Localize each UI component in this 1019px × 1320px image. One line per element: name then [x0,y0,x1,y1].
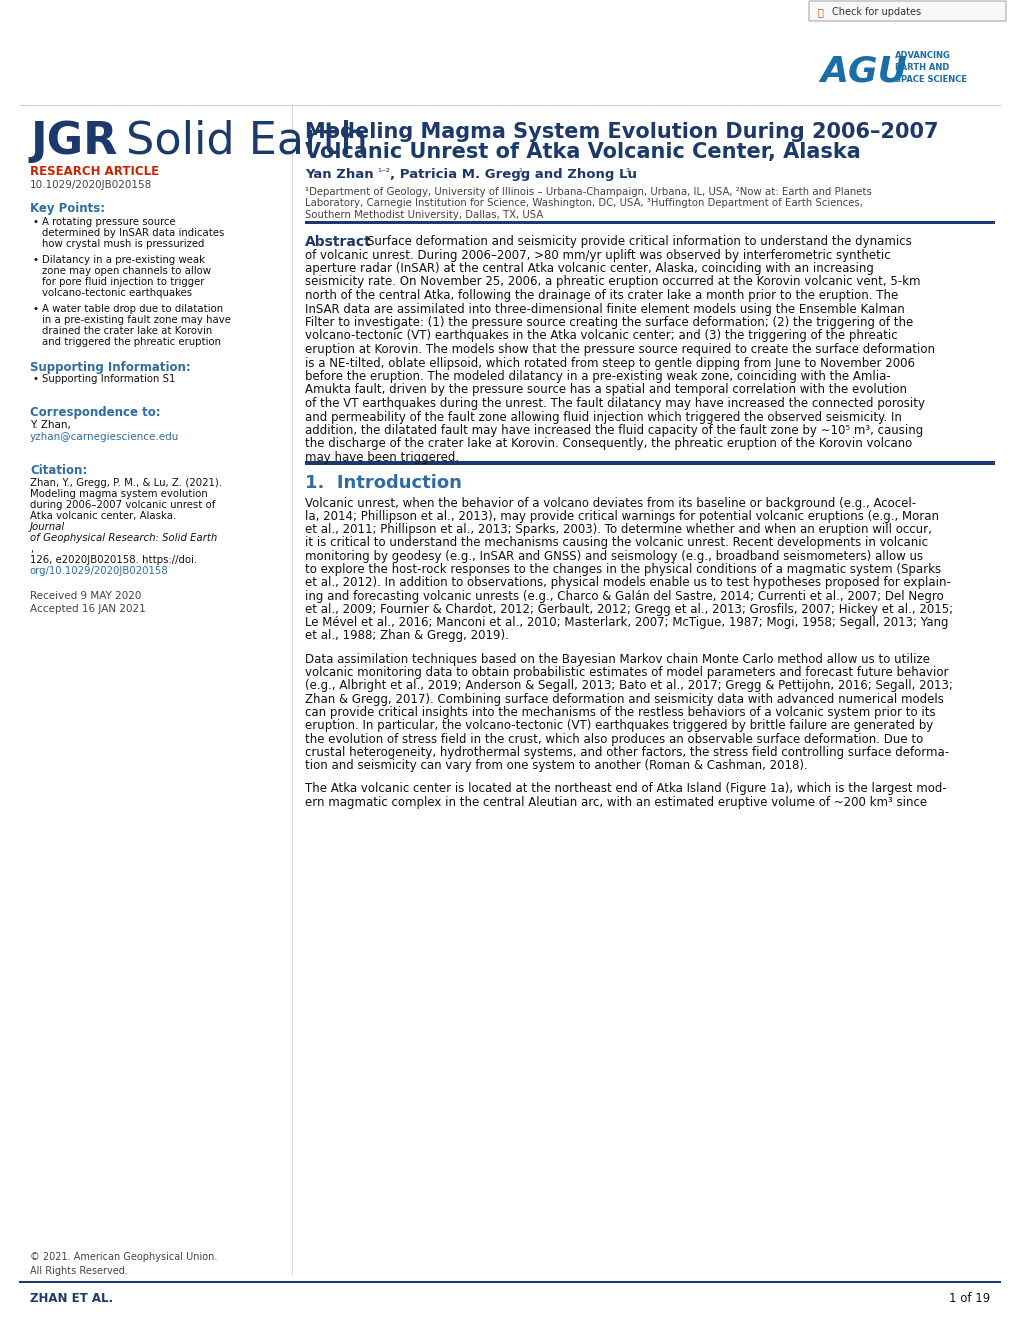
Text: Modeling Magma System Evolution During 2006–2007: Modeling Magma System Evolution During 2… [305,121,937,143]
Text: © 2021. American Geophysical Union.
All Rights Reserved.: © 2021. American Geophysical Union. All … [30,1251,217,1276]
Text: Modeling magma system evolution: Modeling magma system evolution [30,488,208,499]
Text: 10.1029/2020JB020158: 10.1029/2020JB020158 [30,180,152,190]
Text: ,: , [30,544,33,554]
Text: Supporting Information:: Supporting Information: [30,360,191,374]
Text: Yan Zhan: Yan Zhan [305,168,373,181]
Text: monitoring by geodesy (e.g., InSAR and GNSS) and seismology (e.g., broadband sei: monitoring by geodesy (e.g., InSAR and G… [305,549,922,562]
Text: •: • [32,216,38,227]
Text: Zhan & Gregg, 2017). Combining surface deformation and seismicity data with adva: Zhan & Gregg, 2017). Combining surface d… [305,693,943,706]
Text: Y. Zhan,: Y. Zhan, [30,420,70,430]
Text: drained the crater lake at Korovin: drained the crater lake at Korovin [42,326,212,337]
Text: Le Mével et al., 2016; Manconi et al., 2010; Masterlark, 2007; McTigue, 1987; Mo: Le Mével et al., 2016; Manconi et al., 2… [305,616,948,630]
Text: volcanic monitoring data to obtain probabilistic estimates of model parameters a: volcanic monitoring data to obtain proba… [305,667,948,678]
Text: is a NE-tilted, oblate ellipsoid, which rotated from steep to gentle dipping fro: is a NE-tilted, oblate ellipsoid, which … [305,356,914,370]
Text: , Patricia M. Gregg: , Patricia M. Gregg [389,168,530,181]
Text: Volcanic Unrest of Atka Volcanic Center, Alaska: Volcanic Unrest of Atka Volcanic Center,… [305,143,860,162]
Text: Citation:: Citation: [30,465,88,477]
Text: Dilatancy in a pre-existing weak: Dilatancy in a pre-existing weak [42,255,205,265]
Text: seismicity rate. On November 25, 2006, a phreatic eruption occurred at the Korov: seismicity rate. On November 25, 2006, a… [305,276,919,289]
Text: and triggered the phreatic eruption: and triggered the phreatic eruption [42,337,221,347]
Text: Supporting Information S1: Supporting Information S1 [42,374,175,384]
Bar [305,461,994,465]
Text: Atka volcanic center, Alaska.: Atka volcanic center, Alaska. [30,511,179,521]
Text: 1.  Introduction: 1. Introduction [305,474,462,492]
Text: during 2006–2007 volcanic unrest of: during 2006–2007 volcanic unrest of [30,500,215,510]
Text: Southern Methodist University, Dallas, TX, USA: Southern Methodist University, Dallas, T… [305,210,543,220]
Text: A water table drop due to dilatation: A water table drop due to dilatation [42,304,223,314]
Text: Laboratory, Carnegie Institution for Science, Washington, DC, USA, ³Huffington D: Laboratory, Carnegie Institution for Sci… [305,198,862,209]
Text: volcano-tectonic (VT) earthquakes in the Atka volcanic center; and (3) the trigg: volcano-tectonic (VT) earthquakes in the… [305,330,897,342]
Text: ³: ³ [625,168,629,178]
Text: The Atka volcanic center is located at the northeast end of Atka Island (Figure : The Atka volcanic center is located at t… [305,783,946,796]
Text: addition, the dilatated fault may have increased the fluid capacity of the fault: addition, the dilatated fault may have i… [305,424,922,437]
Text: et al., 2011; Phillipson et al., 2013; Sparks, 2003). To determine whether and w: et al., 2011; Phillipson et al., 2013; S… [305,523,931,536]
Text: Surface deformation and seismicity provide critical information to understand th: Surface deformation and seismicity provi… [367,235,911,248]
Text: the evolution of stress field in the crust, which also produces an observable su: the evolution of stress field in the cru… [305,733,922,746]
Text: •: • [32,374,38,384]
FancyBboxPatch shape [808,1,1005,21]
Text: (e.g., Albright et al., 2019; Anderson & Segall, 2013; Bato et al., 2017; Gregg : (e.g., Albright et al., 2019; Anderson &… [305,680,952,693]
Text: •: • [32,255,38,265]
Text: ¹: ¹ [518,168,522,178]
Text: to explore the host-rock responses to the changes in the physical conditions of : to explore the host-rock responses to th… [305,564,941,576]
Text: of volcanic unrest. During 2006–2007, >80 mm/yr uplift was observed by interfero: of volcanic unrest. During 2006–2007, >8… [305,248,890,261]
Text: in a pre-existing fault zone may have: in a pre-existing fault zone may have [42,315,230,325]
Text: Volcanic unrest, when the behavior of a volcano deviates from its baseline or ba: Volcanic unrest, when the behavior of a … [305,496,915,510]
Text: RESEARCH ARTICLE: RESEARCH ARTICLE [30,165,159,178]
Text: Key Points:: Key Points: [30,202,105,215]
Text: Correspondence to:: Correspondence to: [30,407,160,418]
Text: Journal: Journal [30,521,65,532]
Text: ADVANCING
EARTH AND
SPACE SCIENCE: ADVANCING EARTH AND SPACE SCIENCE [894,51,966,83]
Text: for pore fluid injection to trigger: for pore fluid injection to trigger [42,277,204,286]
Text: before the eruption. The modeled dilatancy in a pre-existing weak zone, coincidi: before the eruption. The modeled dilatan… [305,370,890,383]
Text: 1 of 19: 1 of 19 [948,1292,989,1305]
Text: Data assimilation techniques based on the Bayesian Markov chain Monte Carlo meth: Data assimilation techniques based on th… [305,653,929,665]
Text: eruption. In particular, the volcano-tectonic (VT) earthquakes triggered by brit: eruption. In particular, the volcano-tec… [305,719,932,733]
Text: of Geophysical Research: Solid Earth: of Geophysical Research: Solid Earth [30,533,217,543]
Text: Check for updates: Check for updates [832,7,920,17]
Text: A rotating pressure source: A rotating pressure source [42,216,175,227]
Text: JGR: JGR [30,120,117,162]
Text: can provide critical insights into the mechanisms of the restless behaviors of a: can provide critical insights into the m… [305,706,934,719]
Text: Received 9 MAY 2020: Received 9 MAY 2020 [30,591,142,601]
Text: of the VT earthquakes during the unrest. The fault dilatancy may have increased : of the VT earthquakes during the unrest.… [305,397,924,411]
Text: ing and forecasting volcanic unrests (e.g., Charco & Galán del Sastre, 2014; Cur: ing and forecasting volcanic unrests (e.… [305,590,943,603]
Text: may have been triggered.: may have been triggered. [305,451,459,465]
Text: Amukta fault, driven by the pressure source has a spatial and temporal correlati: Amukta fault, driven by the pressure sou… [305,384,906,396]
Text: ¹⁻²: ¹⁻² [377,168,389,178]
Text: and permeability of the fault zone allowing fluid injection which triggered the : and permeability of the fault zone allow… [305,411,901,424]
Text: la, 2014; Phillipson et al., 2013), may provide critical warnings for potential : la, 2014; Phillipson et al., 2013), may … [305,510,938,523]
Text: volcano-tectonic earthquakes: volcano-tectonic earthquakes [42,288,192,298]
Text: ern magmatic complex in the central Aleutian arc, with an estimated eruptive vol: ern magmatic complex in the central Aleu… [305,796,926,809]
Text: et al., 1988; Zhan & Gregg, 2019).: et al., 1988; Zhan & Gregg, 2019). [305,630,508,643]
Text: , and Zhong Lu: , and Zhong Lu [525,168,637,181]
Text: yzhan@carnegiescience.edu: yzhan@carnegiescience.edu [30,432,179,442]
Text: Zhan, Y., Gregg, P. M., & Lu, Z. (2021).: Zhan, Y., Gregg, P. M., & Lu, Z. (2021). [30,478,222,488]
Text: tion and seismicity can vary from one system to another (Roman & Cashman, 2018).: tion and seismicity can vary from one sy… [305,759,807,772]
Text: 126, e2020JB020158. https://doi.: 126, e2020JB020158. https://doi. [30,554,197,565]
Text: •: • [32,304,38,314]
Text: determined by InSAR data indicates: determined by InSAR data indicates [42,228,224,238]
Text: the discharge of the crater lake at Korovin. Consequently, the phreatic eruption: the discharge of the crater lake at Koro… [305,437,911,450]
Text: AGU: AGU [819,55,906,88]
Bar [305,220,994,224]
Text: et al., 2009; Fournier & Chardot, 2012; Gerbault, 2012; Gregg et al., 2013; Gros: et al., 2009; Fournier & Chardot, 2012; … [305,603,952,616]
Text: Solid Earth: Solid Earth [112,120,368,162]
Text: Accepted 16 JAN 2021: Accepted 16 JAN 2021 [30,605,146,614]
Text: Abstract: Abstract [305,235,371,249]
Text: ¹Department of Geology, University of Illinois – Urbana-Champaign, Urbana, IL, U: ¹Department of Geology, University of Il… [305,187,871,197]
Text: zone may open channels to allow: zone may open channels to allow [42,267,211,276]
Text: ⛔: ⛔ [817,7,823,17]
Text: org/10.1029/2020JB020158: org/10.1029/2020JB020158 [30,566,168,576]
Text: how crystal mush is pressurized: how crystal mush is pressurized [42,239,204,249]
Text: InSAR data are assimilated into three-dimensional finite element models using th: InSAR data are assimilated into three-di… [305,302,904,315]
Text: crustal heterogeneity, hydrothermal systems, and other factors, the stress field: crustal heterogeneity, hydrothermal syst… [305,746,949,759]
Text: it is critical to understand the mechanisms causing the volcanic unrest. Recent : it is critical to understand the mechani… [305,536,927,549]
Text: aperture radar (InSAR) at the central Atka volcanic center, Alaska, coinciding w: aperture radar (InSAR) at the central At… [305,261,873,275]
Text: Filter to investigate: (1) the pressure source creating the surface deformation;: Filter to investigate: (1) the pressure … [305,315,912,329]
Text: ZHAN ET AL.: ZHAN ET AL. [30,1292,113,1305]
Text: eruption at Korovin. The models show that the pressure source required to create: eruption at Korovin. The models show tha… [305,343,934,356]
Text: et al., 2012). In addition to observations, physical models enable us to test hy: et al., 2012). In addition to observatio… [305,577,950,589]
Text: north of the central Atka, following the drainage of its crater lake a month pri: north of the central Atka, following the… [305,289,898,302]
